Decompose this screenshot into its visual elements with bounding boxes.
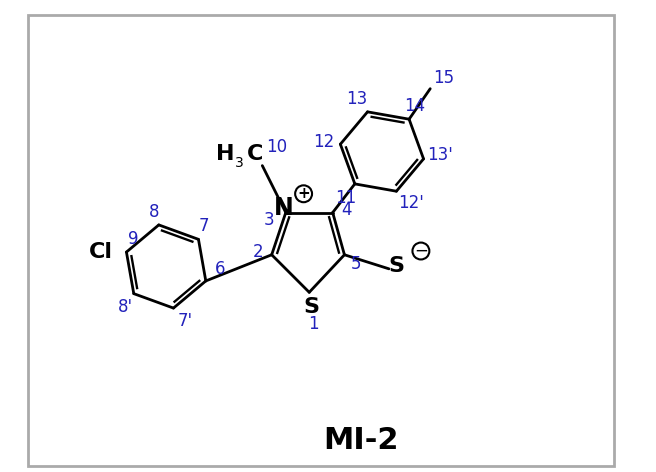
Text: 8': 8' [118, 298, 133, 316]
Text: 5: 5 [351, 255, 361, 273]
Text: N: N [274, 196, 293, 220]
Text: 2: 2 [253, 244, 264, 261]
Text: 6: 6 [215, 260, 225, 278]
Text: 7: 7 [199, 217, 209, 235]
Text: 11: 11 [335, 189, 356, 207]
Text: 12': 12' [398, 194, 424, 212]
Text: 1: 1 [308, 315, 319, 333]
Text: 4: 4 [342, 201, 352, 219]
Text: C: C [247, 144, 264, 164]
Text: S: S [304, 297, 319, 317]
Text: 10: 10 [266, 138, 287, 156]
Text: 13': 13' [427, 146, 453, 164]
Text: −: − [414, 242, 428, 260]
Text: 3: 3 [234, 156, 243, 170]
Text: 3: 3 [264, 211, 275, 228]
Text: 8: 8 [149, 203, 159, 221]
Text: 14: 14 [404, 97, 425, 115]
Text: 13: 13 [346, 90, 368, 108]
Text: 7': 7' [178, 312, 193, 330]
Text: +: + [297, 186, 310, 201]
Text: S: S [388, 256, 404, 277]
Text: 12: 12 [314, 133, 335, 151]
Text: H: H [216, 144, 234, 164]
Text: MI-2: MI-2 [323, 426, 399, 455]
Text: 9: 9 [128, 230, 138, 248]
Text: 15: 15 [433, 69, 454, 87]
Text: Cl: Cl [89, 242, 113, 262]
